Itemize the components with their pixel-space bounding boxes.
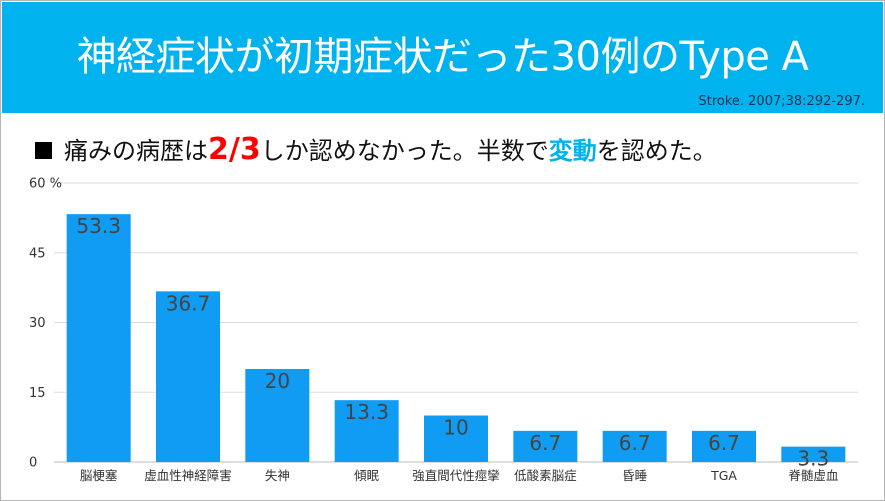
y-tick-label: 45 bbox=[29, 246, 46, 261]
data-label: 53.3 bbox=[76, 214, 121, 238]
y-tick-label: 30 bbox=[29, 316, 46, 331]
x-category-label: 脳梗塞 bbox=[80, 468, 118, 483]
x-category-label: 虚血性神経障害 bbox=[144, 468, 232, 483]
data-label: 36.7 bbox=[166, 291, 211, 315]
bar bbox=[602, 430, 667, 462]
bar bbox=[513, 430, 578, 462]
summary-text-part2: しか認めなかった。半数で bbox=[260, 137, 549, 165]
summary-line: 痛みの病歴は2/3しか認めなかった。半数で変動を認めた。 bbox=[35, 133, 717, 168]
x-category-label: TGA bbox=[710, 468, 737, 483]
data-label: 6.7 bbox=[708, 431, 740, 455]
citation: Stroke. 2007;38:292-297. bbox=[698, 94, 865, 109]
y-tick-label: 15 bbox=[29, 386, 46, 401]
highlight-word: 変動 bbox=[548, 137, 597, 165]
highlight-fraction: 2/3 bbox=[208, 132, 261, 167]
data-label: 10 bbox=[443, 416, 468, 440]
summary-text-part3: を認めた。 bbox=[596, 137, 717, 165]
bar bbox=[781, 446, 846, 462]
title-banner: 神経症状が初期症状だった30例のType A Stroke. 2007;38:2… bbox=[2, 2, 883, 113]
data-label: 20 bbox=[265, 369, 290, 393]
x-category-label: 傾眠 bbox=[354, 468, 380, 483]
slide-title: 神経症状が初期症状だった30例のType A bbox=[76, 34, 809, 80]
x-category-label: 昏睡 bbox=[622, 468, 647, 483]
bar bbox=[334, 400, 399, 462]
y-tick-label: 0 bbox=[29, 456, 37, 471]
bar bbox=[692, 430, 756, 462]
y-tick-label: 60 % bbox=[29, 177, 62, 192]
x-category-label: 低酸素脳症 bbox=[514, 468, 577, 483]
bar bbox=[245, 369, 310, 462]
data-label: 3.3 bbox=[797, 447, 829, 471]
x-category-label: 失神 bbox=[265, 468, 290, 483]
data-label: 6.7 bbox=[529, 431, 561, 455]
summary-text-part1: 痛みの病歴は bbox=[64, 137, 208, 165]
x-category-label: 脊髄虚血 bbox=[788, 468, 838, 483]
data-label: 6.7 bbox=[619, 431, 651, 455]
bar bbox=[66, 214, 131, 462]
data-label: 13.3 bbox=[344, 400, 389, 424]
bar bbox=[424, 415, 488, 462]
bar bbox=[156, 291, 220, 462]
x-category-label: 強直間代性痙攣 bbox=[412, 468, 500, 483]
square-bullet-icon bbox=[35, 142, 52, 159]
